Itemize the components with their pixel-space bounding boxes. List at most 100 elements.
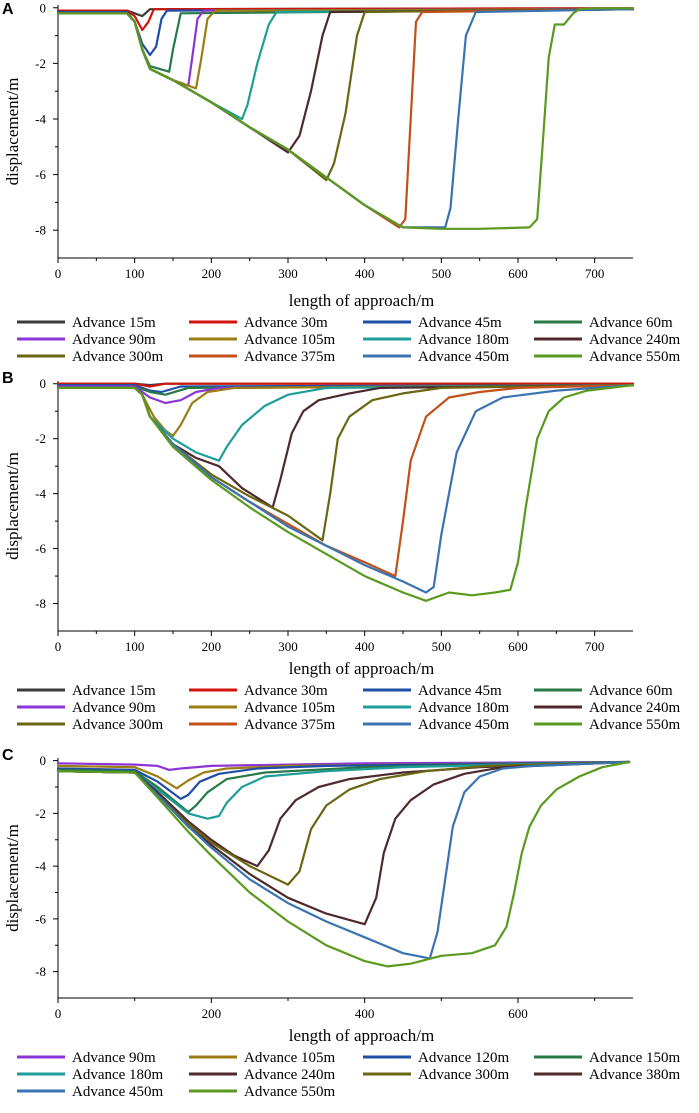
x-tick-label: 600	[508, 266, 528, 281]
x-tick-label: 400	[355, 266, 375, 281]
series-line-advance-550m	[56, 760, 631, 968]
legend-label: Advance 15m	[72, 683, 156, 699]
legend-label: Advance 90m	[72, 1050, 156, 1066]
legend-item: Advance 240m	[534, 700, 681, 716]
legend-label: Advance 180m	[418, 700, 510, 716]
y-tick-label: 0	[40, 376, 47, 391]
y-tick-label: -8	[35, 596, 46, 611]
legend-item: Advance 15m	[17, 315, 156, 331]
legend-label: Advance 300m	[418, 1067, 510, 1083]
y-tick-label: -6	[35, 541, 46, 556]
legend-item: Advance 300m	[17, 349, 164, 365]
legend-label: Advance 380m	[589, 1067, 681, 1083]
legend-label: Advance 90m	[72, 332, 156, 348]
panel-letter: B	[2, 370, 14, 387]
legend-label: Advance 375m	[244, 717, 336, 733]
legend-item: Advance 450m	[363, 717, 510, 733]
legend-label: Advance 45m	[418, 315, 502, 331]
legend-label: Advance 30m	[244, 315, 328, 331]
legend-label: Advance 180m	[418, 332, 510, 348]
legend-label: Advance 550m	[244, 1084, 336, 1100]
series-line-advance-550m	[56, 384, 635, 602]
x-tick-label: 200	[202, 1006, 222, 1021]
legend-label: Advance 240m	[244, 1067, 336, 1083]
legend-label: Advance 120m	[418, 1050, 510, 1066]
series-group	[56, 7, 635, 230]
legend-item: Advance 105m	[189, 700, 336, 716]
legend-item: Advance 300m	[363, 1067, 510, 1083]
legend-item: Advance 180m	[17, 1067, 164, 1083]
series-line-advance-45m	[56, 8, 635, 57]
series-line-advance-380m	[56, 760, 631, 926]
y-tick-label: -2	[35, 56, 46, 71]
series-line-advance-240m	[56, 760, 631, 868]
legend-label: Advance 90m	[72, 700, 156, 716]
legend: Advance 15m Advance 30m Advance 45m Advance…	[17, 683, 681, 733]
series-line-advance-90m	[56, 384, 635, 405]
x-tick-label: 100	[125, 639, 145, 654]
legend-item: Advance 300m	[17, 717, 164, 733]
legend-item: Advance 45m	[363, 315, 502, 331]
legend-label: Advance 105m	[244, 332, 336, 348]
chart-panel-A: A 0 100 200 300 400 500 600 700 0 -2 -4 -6 -8 length o…	[2, 0, 681, 365]
legend-item: Advance 105m	[189, 332, 336, 348]
legend: Advance 15m Advance 30m Advance 45m Advance…	[17, 315, 681, 365]
x-tick-label: 600	[508, 1006, 528, 1021]
x-tick-label: 200	[202, 639, 222, 654]
legend-item: Advance 30m	[189, 315, 328, 331]
y-tick-label: -6	[35, 167, 46, 182]
y-axis-label: displacement/m	[3, 824, 22, 932]
y-tick-label: -2	[35, 431, 46, 446]
series-line-advance-105m	[56, 760, 631, 790]
y-tick-label: -8	[35, 964, 46, 979]
legend-item: Advance 550m	[534, 349, 681, 365]
legend-label: Advance 450m	[72, 1084, 164, 1100]
series-group	[56, 760, 631, 968]
x-tick-label: 400	[355, 1006, 375, 1021]
series-line-advance-150m	[56, 760, 631, 814]
x-tick-label: 500	[432, 639, 452, 654]
series-line-advance-120m	[56, 760, 631, 800]
legend-label: Advance 60m	[589, 315, 673, 331]
series-line-advance-60m	[56, 8, 635, 73]
legend-label: Advance 450m	[418, 717, 510, 733]
legend-label: Advance 150m	[589, 1050, 681, 1066]
legend-item: Advance 180m	[363, 700, 510, 716]
y-tick-label: -8	[35, 223, 46, 238]
legend-item: Advance 105m	[189, 1050, 336, 1066]
legend-item: Advance 450m	[363, 349, 510, 365]
legend-label: Advance 45m	[418, 683, 502, 699]
legend-item: Advance 240m	[534, 332, 681, 348]
legend: Advance 90m Advance 105m Advance 120m Advan…	[17, 1050, 681, 1100]
series-line-advance-550m	[56, 7, 635, 230]
x-tick-label: 300	[278, 639, 298, 654]
legend-label: Advance 550m	[589, 349, 681, 365]
legend-item: Advance 15m	[17, 683, 156, 699]
y-axis-label: displacement/m	[3, 452, 22, 560]
legend-label: Advance 300m	[72, 717, 164, 733]
y-axis-label: displacement/m	[3, 78, 22, 186]
legend-label: Advance 300m	[72, 349, 164, 365]
y-tick-label: -2	[35, 806, 46, 821]
x-tick-label: 200	[202, 266, 222, 281]
legend-label: Advance 30m	[244, 683, 328, 699]
x-axis-label: length of approach/m	[289, 291, 434, 310]
y-tick-label: 0	[40, 0, 47, 15]
legend-label: Advance 375m	[244, 349, 336, 365]
legend-label: Advance 60m	[589, 683, 673, 699]
x-tick-label: 300	[278, 266, 298, 281]
x-tick-label: 700	[585, 639, 605, 654]
legend-item: Advance 375m	[189, 349, 336, 365]
legend-item: Advance 380m	[534, 1067, 681, 1083]
panel-letter: C	[2, 747, 14, 764]
legend-label: Advance 180m	[72, 1067, 164, 1083]
y-tick-label: 0	[40, 753, 47, 768]
y-tick-label: -4	[35, 859, 46, 874]
x-axis-label: length of approach/m	[289, 1026, 434, 1045]
series-line-advance-180m	[56, 760, 631, 820]
x-tick-label: 600	[508, 639, 528, 654]
x-tick-label: 400	[355, 639, 375, 654]
x-tick-label: 100	[125, 266, 145, 281]
